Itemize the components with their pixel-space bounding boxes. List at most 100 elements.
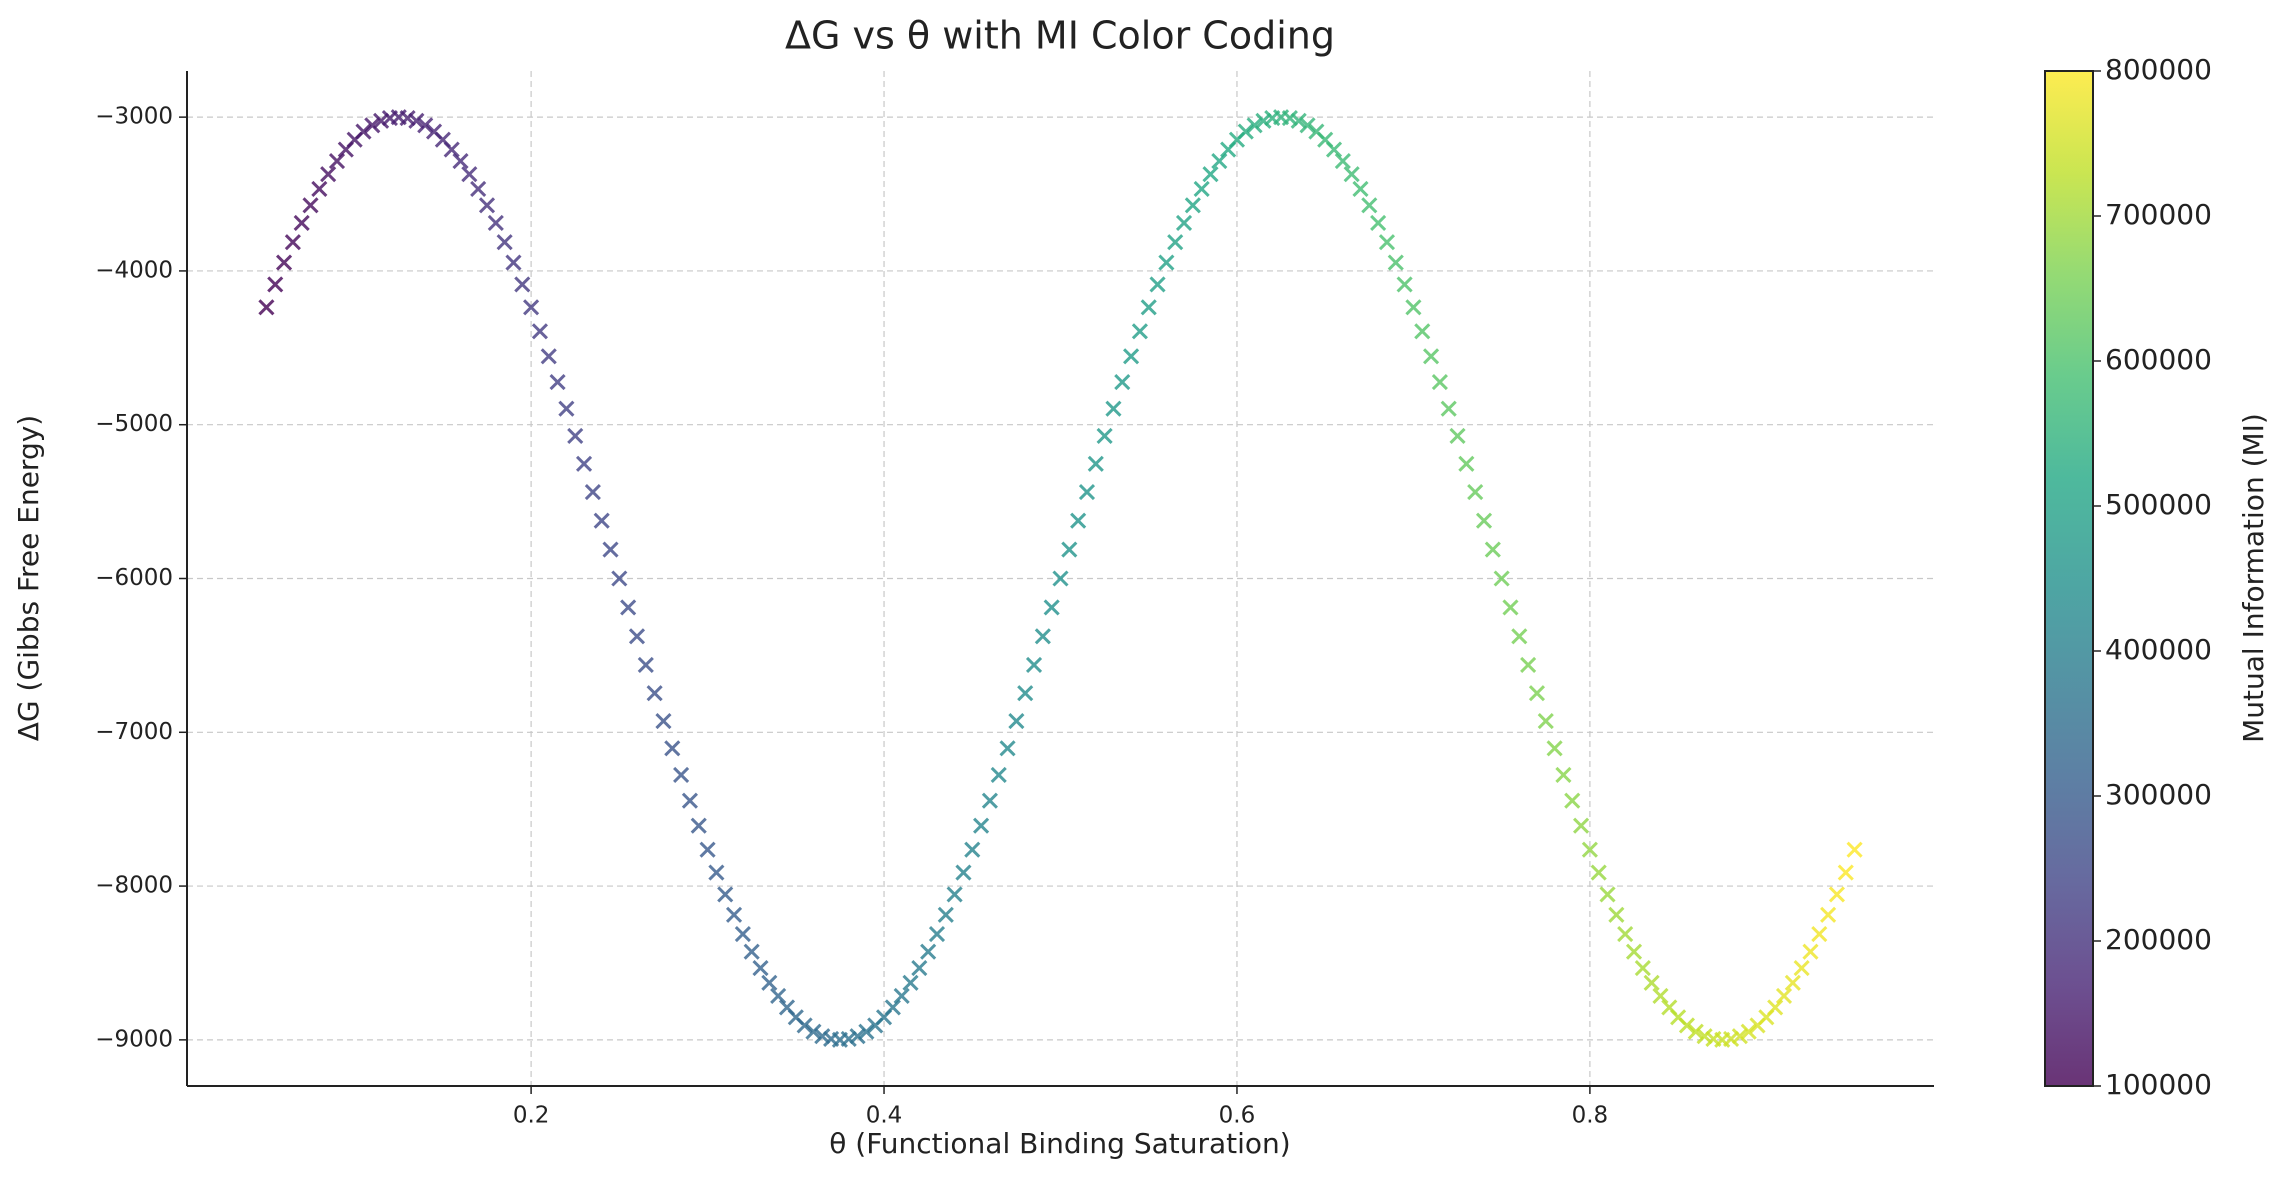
point xyxy=(1043,599,1060,616)
point xyxy=(1643,974,1660,991)
point xyxy=(1546,740,1563,757)
point xyxy=(1087,455,1104,472)
point xyxy=(955,864,972,881)
point xyxy=(408,112,425,129)
point xyxy=(761,974,778,991)
point xyxy=(937,906,954,923)
point xyxy=(1555,766,1572,783)
point xyxy=(1167,234,1184,251)
point xyxy=(478,197,496,214)
point xyxy=(355,123,372,140)
colorbar-tick-label: 400000 xyxy=(2105,633,2212,666)
point xyxy=(770,987,787,1004)
point xyxy=(549,374,566,391)
point xyxy=(814,1028,831,1045)
point xyxy=(1590,864,1607,881)
point xyxy=(575,455,593,472)
point xyxy=(1828,886,1846,903)
point xyxy=(1475,512,1493,529)
point xyxy=(840,1030,857,1048)
point xyxy=(602,541,619,558)
point xyxy=(487,214,504,232)
point xyxy=(1096,427,1113,444)
point xyxy=(1140,299,1157,316)
y-axis-label: ΔG (Gibbs Free Energy) xyxy=(12,415,45,741)
point xyxy=(1396,276,1413,293)
chart-title: ΔG vs θ with MI Color Coding xyxy=(785,14,1335,58)
point xyxy=(664,740,681,757)
point xyxy=(1431,374,1448,391)
point xyxy=(911,959,928,977)
point xyxy=(805,1023,822,1040)
point xyxy=(1784,974,1801,991)
point xyxy=(1175,214,1193,232)
point xyxy=(1537,713,1554,730)
point xyxy=(1299,117,1316,134)
point xyxy=(1149,276,1166,293)
point xyxy=(1334,153,1351,170)
colorbar xyxy=(2044,70,2094,1087)
point xyxy=(1105,400,1122,417)
point xyxy=(1564,792,1581,809)
point xyxy=(373,112,390,129)
point xyxy=(1581,841,1598,858)
point xyxy=(558,400,575,417)
point xyxy=(1202,166,1219,183)
point xyxy=(399,109,416,127)
point xyxy=(1458,455,1475,472)
point xyxy=(858,1023,875,1040)
point xyxy=(1802,943,1819,960)
y-tick-label: −3000 xyxy=(95,104,173,130)
point xyxy=(1290,112,1307,129)
point xyxy=(258,299,275,316)
point xyxy=(981,792,998,809)
point xyxy=(620,599,637,616)
point xyxy=(1652,987,1669,1004)
point xyxy=(1237,123,1254,140)
point xyxy=(752,959,769,977)
point xyxy=(584,484,601,501)
colorbar-tick-label: 700000 xyxy=(2105,198,2212,231)
point xyxy=(1078,484,1096,501)
x-tick-label: 0.8 xyxy=(1572,1103,1609,1129)
point xyxy=(1352,180,1369,198)
y-tick-label: −7000 xyxy=(95,719,173,745)
point xyxy=(1678,1017,1696,1034)
point xyxy=(973,817,990,834)
colorbar-tick-label: 100000 xyxy=(2105,1068,2212,1101)
point xyxy=(514,276,531,293)
point xyxy=(293,214,310,232)
point xyxy=(1502,599,1519,616)
point xyxy=(681,792,698,809)
colorbar-tick-label: 200000 xyxy=(2105,923,2212,956)
point xyxy=(1520,656,1537,673)
x-axis-label: θ (Functional Binding Saturation) xyxy=(829,1127,1290,1160)
point xyxy=(364,117,381,134)
point xyxy=(1511,628,1528,645)
point xyxy=(1123,348,1140,365)
point xyxy=(734,925,751,943)
point xyxy=(1405,299,1422,316)
point xyxy=(796,1017,813,1034)
y-tick-label: −5000 xyxy=(95,411,173,437)
point xyxy=(1687,1023,1704,1040)
colorbar-tick-label: 600000 xyxy=(2105,343,2212,376)
point xyxy=(1573,817,1590,834)
point xyxy=(1440,400,1457,417)
point xyxy=(1820,906,1837,923)
point xyxy=(531,323,548,340)
point xyxy=(743,943,760,960)
point xyxy=(1837,864,1854,881)
point xyxy=(1255,112,1272,129)
point xyxy=(1811,925,1828,943)
point xyxy=(1767,999,1784,1016)
point xyxy=(1617,925,1634,943)
point xyxy=(628,628,646,645)
point xyxy=(655,713,672,730)
point xyxy=(284,234,301,251)
point xyxy=(1158,254,1175,271)
colorbar-tick-label: 300000 xyxy=(2105,778,2212,811)
y-tick-label: −6000 xyxy=(95,565,173,591)
y-tick-label: −9000 xyxy=(95,1026,173,1052)
